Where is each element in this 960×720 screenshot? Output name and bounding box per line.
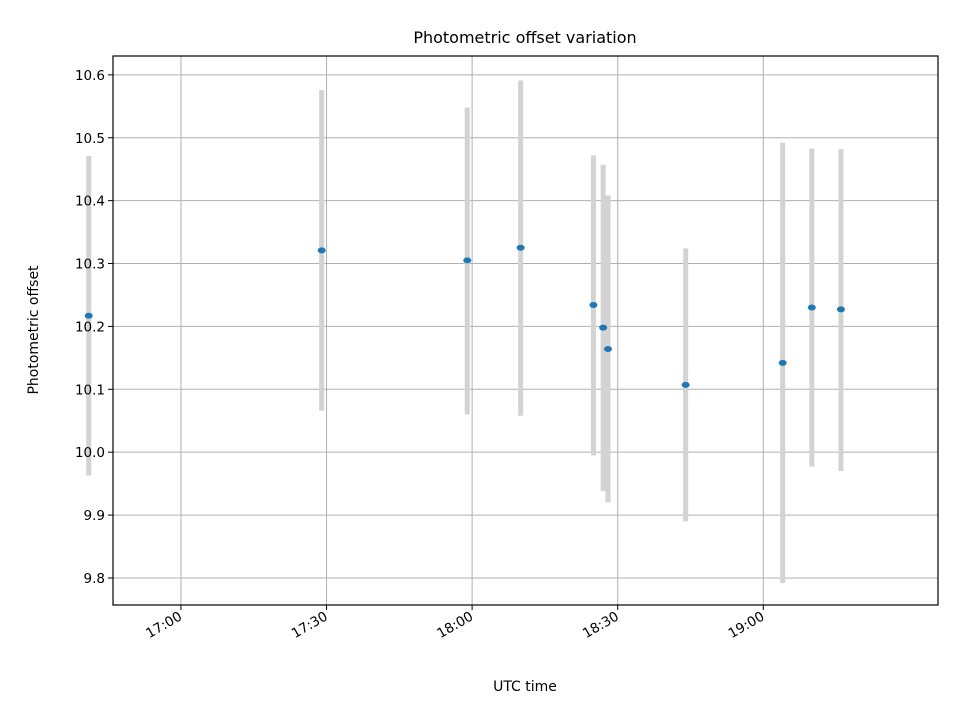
data-point <box>778 359 787 366</box>
grid <box>113 56 938 605</box>
y-axis-ticks: 9.8 9.9 10.0 10.1 10.2 10.3 10.4 10.5 10.6 <box>75 68 113 587</box>
data-point <box>836 306 845 313</box>
data-point <box>599 324 608 331</box>
chart-title: Photometric offset variation <box>413 28 636 47</box>
x-axis-label: UTC time <box>493 679 557 695</box>
x-axis-ticks: 17:00 17:30 18:00 18:30 19:00 <box>143 605 767 642</box>
data-point <box>317 247 326 254</box>
error-bars <box>86 80 844 583</box>
plot-frame <box>112 55 939 606</box>
y-tick-label: 10.6 <box>75 68 105 84</box>
y-tick-label: 10.0 <box>75 445 105 461</box>
y-tick-label: 10.3 <box>75 257 105 273</box>
data-point <box>589 302 598 309</box>
data-points <box>84 244 845 388</box>
x-tick-label: 18:30 <box>580 609 622 642</box>
y-tick-label: 10.1 <box>75 382 105 398</box>
data-point <box>516 244 525 251</box>
x-tick-label: 17:00 <box>143 609 185 642</box>
y-axis-label: Photometric offset <box>26 265 42 395</box>
data-point <box>84 312 93 319</box>
y-tick-label: 9.9 <box>84 508 105 524</box>
y-tick-label: 9.8 <box>84 571 105 587</box>
x-tick-label: 17:30 <box>289 609 331 642</box>
x-tick-label: 19:00 <box>726 609 768 642</box>
y-tick-label: 10.5 <box>75 131 105 147</box>
y-tick-label: 10.4 <box>75 194 105 210</box>
data-point <box>463 257 472 264</box>
x-tick-label: 18:00 <box>434 609 476 642</box>
data-point <box>681 381 690 388</box>
y-tick-label: 10.2 <box>75 319 105 335</box>
data-point <box>604 346 612 353</box>
data-point <box>807 304 816 311</box>
